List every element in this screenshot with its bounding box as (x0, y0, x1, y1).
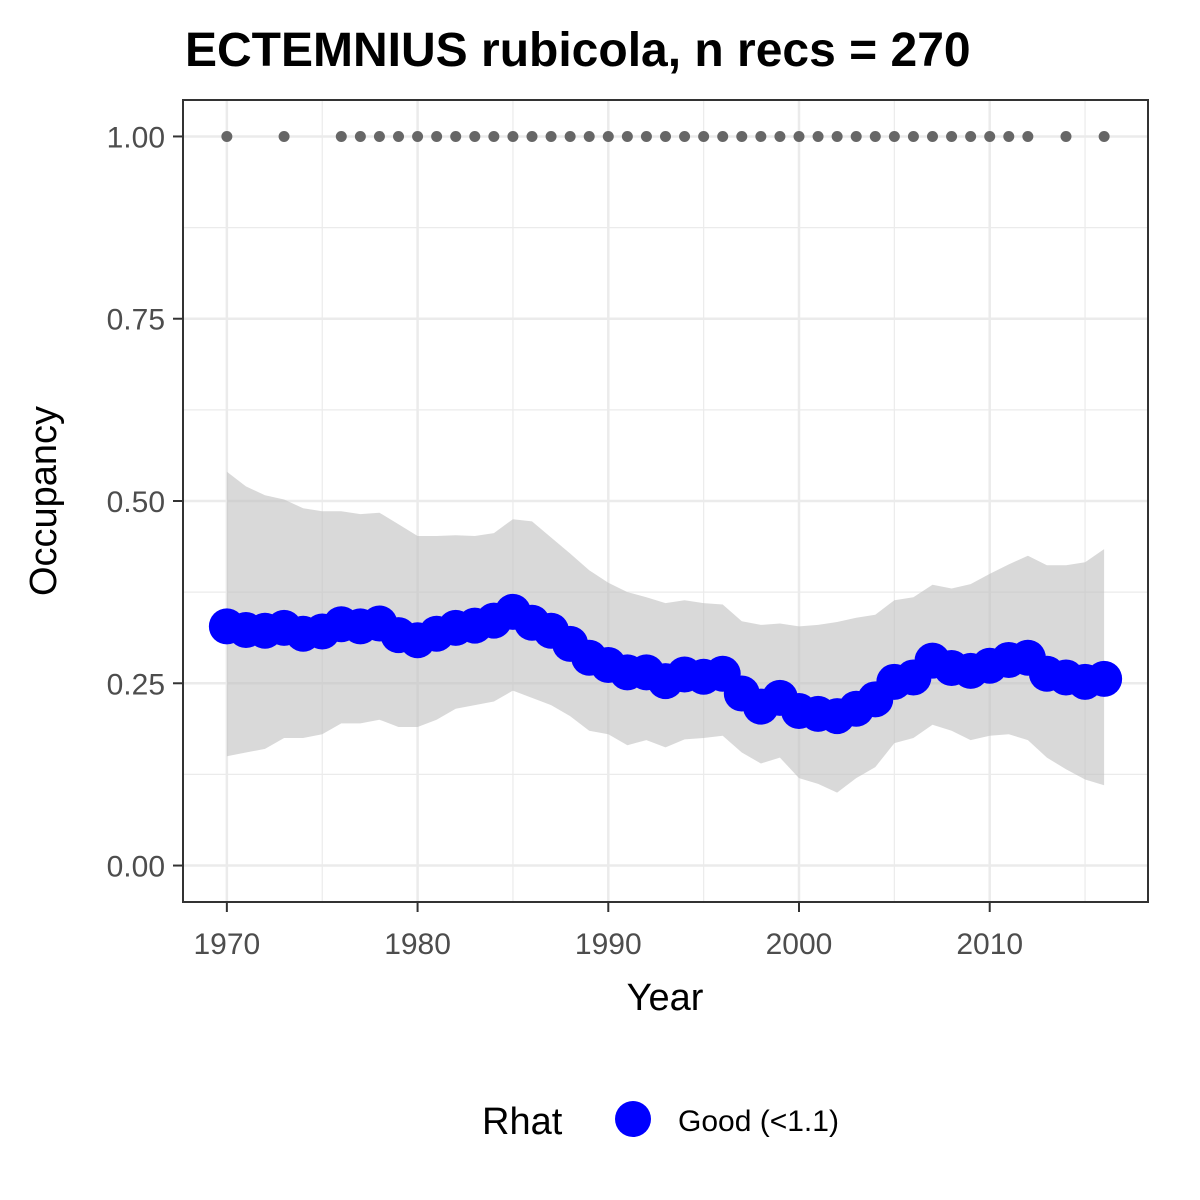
record-point (698, 130, 710, 142)
x-tick-label: 1990 (575, 928, 642, 961)
record-point (869, 130, 881, 142)
record-point (278, 130, 290, 142)
record-point (545, 130, 557, 142)
x-tick-label: 1980 (384, 928, 451, 961)
record-point (907, 130, 919, 142)
record-point (412, 130, 424, 142)
y-axis-title: Occupancy (23, 406, 65, 596)
occupancy-points (208, 593, 1123, 735)
record-point (717, 130, 729, 142)
record-point (564, 130, 576, 142)
y-axis: 0.00 0.25 0.50 0.75 1.00 (107, 121, 183, 884)
occupancy-point (1086, 660, 1123, 697)
record-point (888, 130, 900, 142)
legend: Rhat Good (<1.1) (482, 1101, 839, 1143)
record-point (946, 130, 958, 142)
record-point (850, 130, 862, 142)
record-point (354, 130, 366, 142)
record-point (221, 130, 233, 142)
y-tick-label: 0.25 (107, 668, 165, 701)
y-tick-label: 0.75 (107, 304, 165, 337)
record-point (431, 130, 443, 142)
record-point (660, 130, 671, 142)
record-point (965, 130, 977, 142)
x-axis-title: Year (627, 977, 704, 1019)
x-axis: 1970 1980 1990 2000 2010 (193, 902, 1023, 961)
record-point (393, 130, 405, 142)
record-point (469, 130, 481, 142)
record-point (335, 130, 347, 142)
chart-title: ECTEMNIUS rubicola, n recs = 270 (185, 24, 971, 77)
record-point (1098, 130, 1110, 142)
record-point (640, 130, 652, 142)
y-tick-label: 0.50 (107, 486, 165, 519)
x-tick-label: 2010 (956, 928, 1023, 961)
record-point (450, 130, 462, 142)
record-point (926, 130, 938, 142)
record-point (1003, 130, 1015, 142)
y-tick-label: 1.00 (107, 121, 165, 154)
record-point (488, 130, 500, 142)
record-point (373, 130, 385, 142)
record-point (812, 130, 824, 142)
record-point (1060, 130, 1072, 142)
record-point (831, 130, 843, 142)
legend-label-good: Good (<1.1) (678, 1105, 839, 1138)
record-points (221, 130, 1110, 142)
record-point (774, 130, 786, 142)
record-point (526, 130, 538, 142)
record-point (621, 130, 633, 142)
record-point (736, 130, 748, 142)
record-point (984, 130, 996, 142)
record-point (793, 130, 805, 142)
record-point (1022, 130, 1034, 142)
x-tick-label: 1970 (193, 928, 260, 961)
record-point (679, 130, 691, 142)
record-point (507, 130, 519, 142)
legend-key-good (615, 1101, 651, 1137)
y-tick-label: 0.00 (107, 851, 165, 884)
legend-title: Rhat (482, 1101, 563, 1143)
record-point (602, 130, 614, 142)
record-point (755, 130, 767, 142)
record-point (583, 130, 595, 142)
x-tick-label: 2000 (766, 928, 833, 961)
